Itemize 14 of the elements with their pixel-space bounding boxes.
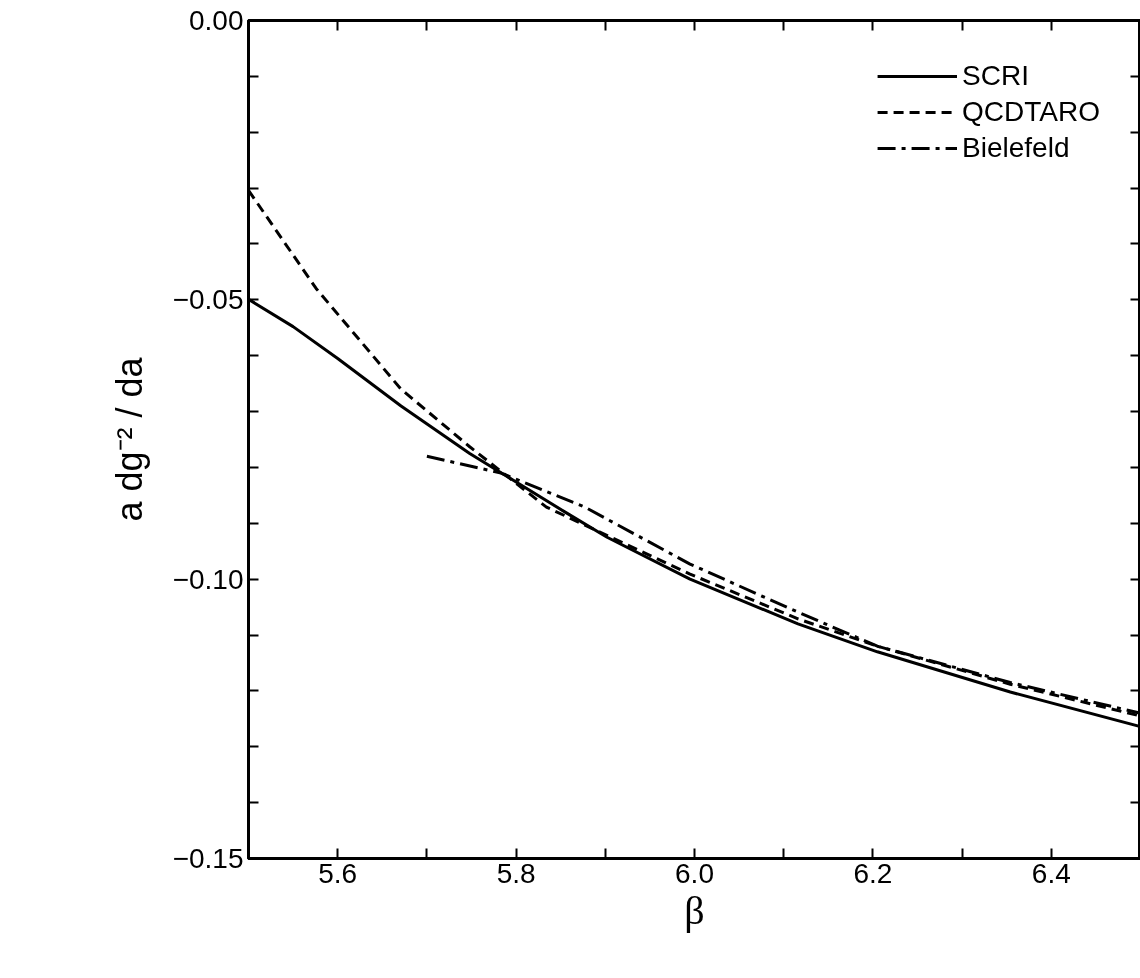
x-tick-label: 6.4 bbox=[1031, 857, 1071, 889]
legend-label: Bielefeld bbox=[962, 132, 1070, 164]
y-tick-label: −0.10 bbox=[172, 563, 244, 595]
legend-label: SCRI bbox=[962, 60, 1029, 92]
y-tick-label: −0.15 bbox=[172, 843, 244, 874]
y-axis-title: a dg⁻² / da bbox=[108, 356, 150, 522]
legend-label: QCDTARO bbox=[962, 96, 1100, 128]
y-tick-label: −0.05 bbox=[172, 284, 244, 316]
x-tick-label: 6.2 bbox=[853, 857, 893, 889]
x-tick-label: 5.8 bbox=[496, 857, 536, 889]
x-tick-label: 5.6 bbox=[318, 857, 358, 889]
x-tick-label: 6.0 bbox=[675, 857, 714, 889]
x-axis-title: β bbox=[684, 887, 705, 933]
y-tick-label: 0.00 bbox=[189, 5, 244, 36]
